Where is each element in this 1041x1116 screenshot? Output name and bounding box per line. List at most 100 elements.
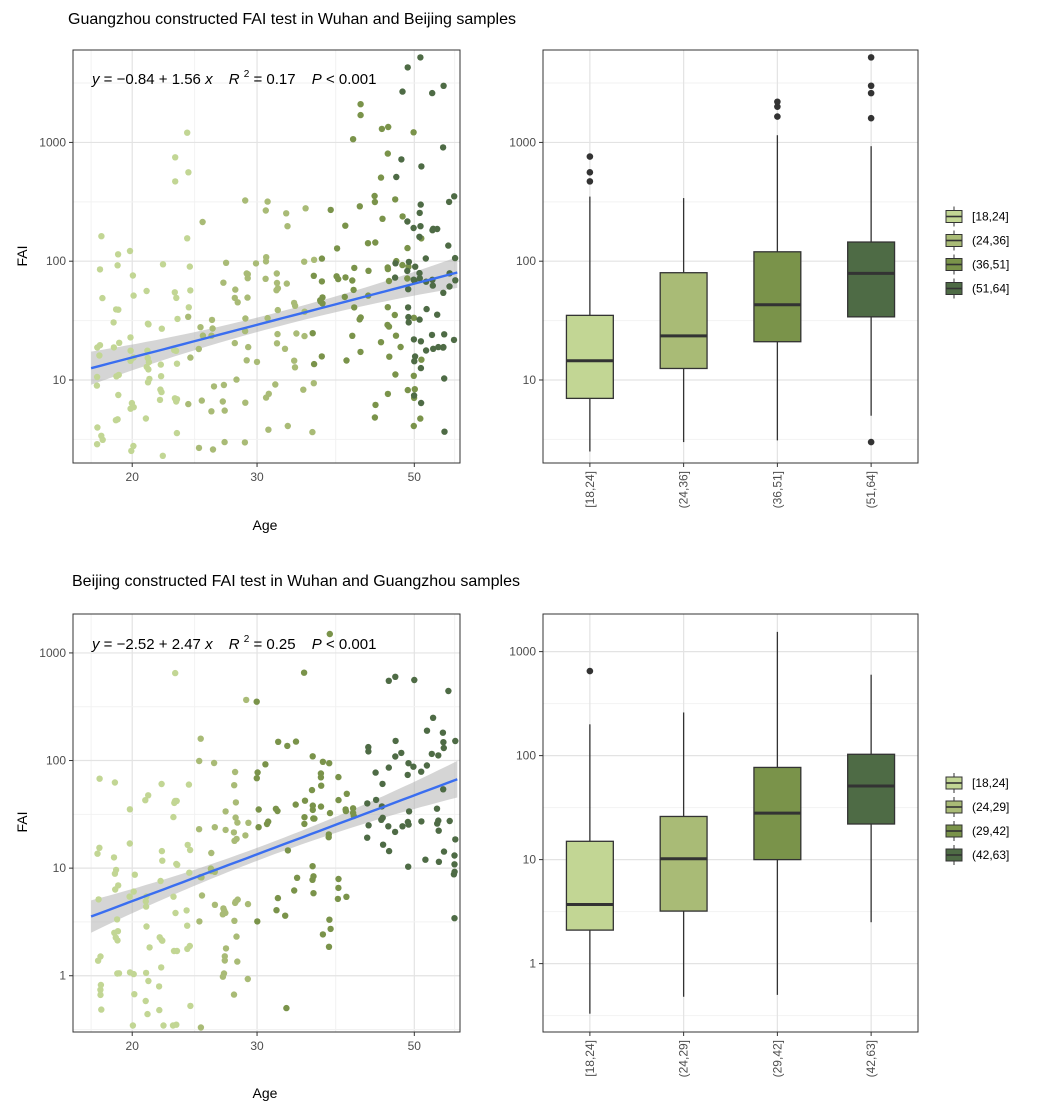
scatter-point (115, 306, 122, 313)
legend-label: (42,63] (972, 848, 1009, 862)
scatter-point (310, 873, 317, 880)
scatter-point (94, 850, 101, 857)
scatter-point (349, 136, 357, 143)
scatter-point (187, 287, 194, 294)
scatter-point (434, 311, 441, 318)
scatter-point (292, 801, 299, 808)
scatter-point (439, 729, 447, 736)
scatter-point (93, 373, 101, 381)
scatter-point (222, 826, 229, 834)
scatter-point (110, 344, 118, 351)
scatter-point (171, 395, 179, 402)
scatter-point (172, 154, 179, 161)
scatter-point (385, 323, 393, 330)
eq-intercept: −2.52 (117, 636, 155, 653)
scatter-point (114, 416, 121, 423)
scatter-point (128, 447, 135, 455)
scatter-point (317, 803, 325, 810)
scatter-point (351, 264, 358, 272)
scatter-point (349, 809, 357, 817)
scatter-point (158, 325, 165, 332)
y-tick-label: 100 (46, 254, 66, 268)
y-tick-label: 10 (53, 373, 67, 387)
scatter-point (452, 836, 459, 843)
scatter-point (292, 738, 300, 745)
scatter-point (208, 408, 215, 415)
scatter-point (130, 292, 137, 299)
scatter-point (130, 888, 137, 895)
scatter-point (274, 330, 281, 338)
regression-equation: y = −2.52 + 2.47 x R 2 = 0.25 P < 0.001 (91, 634, 376, 653)
plot-border (542, 613, 919, 1033)
scatter-point (379, 215, 386, 222)
scatter-point (319, 931, 327, 938)
scatter-point (333, 273, 340, 280)
scatter-point (184, 922, 191, 929)
scatter-point (441, 331, 448, 338)
scatter-point (142, 898, 149, 905)
scatter-point (378, 125, 386, 133)
y-tick-label: 10 (53, 861, 67, 875)
x-tick-label: (24,29] (677, 1040, 691, 1077)
scatter-point (186, 846, 194, 854)
scatter-point (411, 386, 418, 393)
scatter-point (430, 345, 437, 352)
scatter-point (158, 964, 165, 971)
scatter-point (385, 277, 393, 285)
scatter-point (264, 198, 271, 205)
regression-fit-line (90, 271, 458, 370)
scatter-point (301, 797, 309, 804)
scatter-point (197, 1024, 205, 1031)
scatter-point (435, 858, 443, 865)
scatter-point (185, 304, 192, 311)
x-tick-label: 30 (250, 470, 264, 484)
scatter-point (97, 981, 105, 989)
scatter-point (219, 398, 226, 405)
scatter-point (416, 233, 423, 240)
scatter-point (364, 834, 371, 841)
scatter-point (199, 332, 207, 339)
scatter-point (114, 928, 122, 935)
scatter-point (399, 823, 406, 830)
scatter-point (410, 276, 417, 283)
scatter-point (272, 805, 280, 812)
scatter-point (417, 415, 424, 422)
x-tick-label: 50 (408, 470, 422, 484)
scatter-point (281, 345, 289, 352)
scatter-point (173, 947, 181, 955)
scatter-point (356, 203, 363, 210)
scatter-point (357, 101, 364, 108)
scatter-point (404, 771, 411, 779)
scatter-point (302, 205, 309, 212)
scatter-point (284, 742, 291, 750)
box-outlier (774, 98, 781, 106)
scatter-points (94, 630, 459, 1031)
scatter-point (372, 239, 379, 246)
scatter-point (422, 255, 429, 262)
scatter-point (377, 174, 385, 181)
scatter-point (187, 354, 194, 361)
scatter-point (392, 332, 400, 339)
panel-title-top: Guangzhou constructed FAI test in Wuhan … (68, 11, 516, 28)
x-tick-label: 50 (408, 1039, 422, 1053)
scatter-point (94, 424, 101, 431)
scatter-point (411, 676, 418, 684)
y-tick-label: 100 (516, 749, 536, 763)
scatter-point (111, 870, 119, 877)
scatter-point (343, 893, 350, 900)
scatter-point (127, 405, 134, 412)
scatter-point (157, 361, 164, 368)
scatter-point (441, 375, 448, 382)
scatter-point (441, 428, 448, 435)
scatter-point (435, 343, 442, 351)
scatter-point (301, 820, 308, 828)
scatter-point (379, 841, 387, 848)
scatter-point (196, 757, 203, 765)
scatter-point (96, 266, 104, 273)
scatter-point (262, 275, 269, 282)
scatter-point (451, 254, 459, 262)
boxes (565, 631, 896, 1014)
scatter-point (142, 415, 150, 422)
scatter-point (262, 207, 269, 214)
regression-line (90, 778, 458, 918)
